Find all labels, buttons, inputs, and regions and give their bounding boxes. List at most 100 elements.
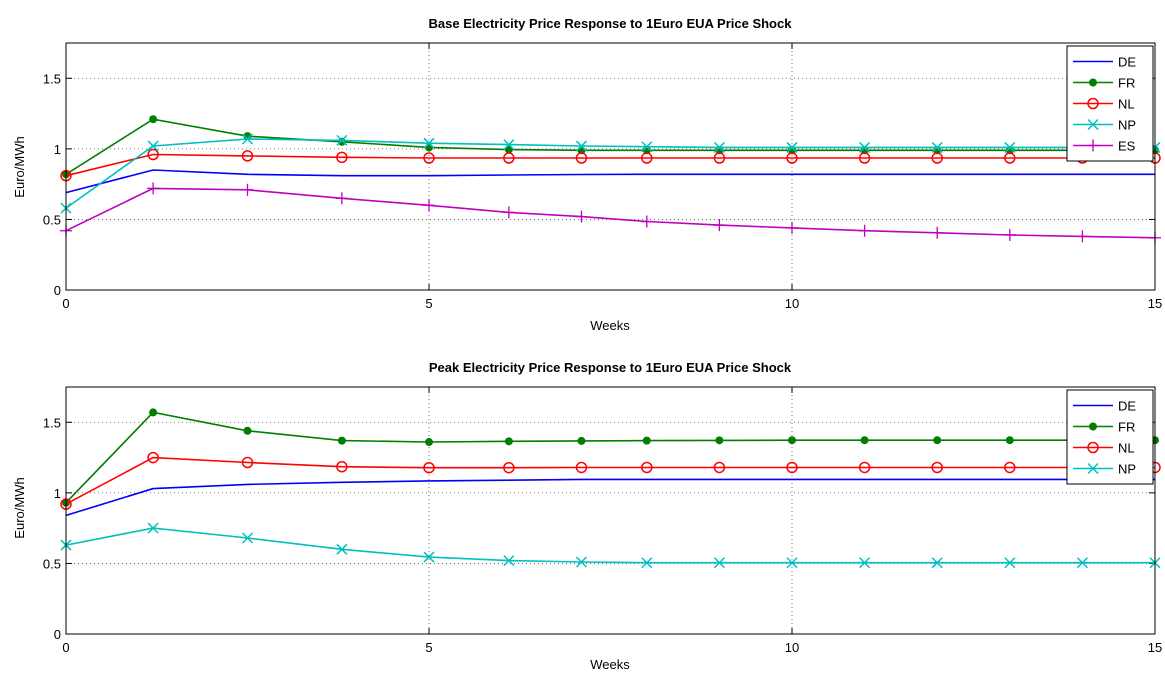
legend-label-np: NP [1118, 118, 1136, 133]
y-tick-label: 1 [54, 142, 61, 157]
data-point-np-stroke-b [1076, 557, 1088, 569]
x-tick-label: 10 [785, 296, 799, 311]
chart-panel-peak: Peak Electricity Price Response to 1Euro… [12, 360, 1162, 672]
data-point-np [1004, 141, 1016, 153]
data-point-es [713, 219, 726, 232]
data-point-fr [642, 436, 651, 445]
data-point-np-stroke-b [423, 137, 435, 149]
x-tick-label: 0 [62, 640, 69, 655]
data-point-np-stroke-b [147, 140, 159, 152]
legend-label-np: NP [1118, 462, 1136, 477]
data-point-np [1076, 557, 1088, 569]
data-point-np-stroke-b [786, 141, 798, 153]
series-nl [60, 148, 1161, 182]
data-point-es [640, 215, 653, 228]
data-point-np-stroke-b [641, 557, 653, 569]
series-de [65, 169, 1155, 194]
data-point-nl [931, 152, 943, 164]
data-point-np-stroke-b [1004, 557, 1016, 569]
x-tick-label: 0 [62, 296, 69, 311]
data-point-nl [931, 461, 943, 474]
data-point-nl [713, 152, 726, 164]
chart-panel-base: Base Electricity Price Response to 1Euro… [12, 16, 1162, 333]
y-tick-label: 0.5 [43, 556, 61, 571]
data-point-np-stroke-b [713, 557, 725, 569]
data-point-np [336, 543, 348, 555]
data-point-np [241, 532, 254, 544]
data-point-nl [1004, 152, 1016, 164]
data-point-np [423, 551, 435, 563]
data-point-np [641, 557, 653, 569]
legend: DE FR NL NP [1066, 389, 1154, 485]
plot-background [66, 387, 1155, 634]
data-point-nl [147, 148, 159, 161]
data-point-np [1004, 557, 1016, 569]
data-point-np [503, 555, 515, 567]
data-point-es [423, 199, 435, 212]
data-point-np-stroke-b [503, 139, 515, 151]
data-point-fr [1005, 436, 1014, 445]
data-point-np [641, 141, 653, 153]
data-point-np [931, 557, 943, 569]
data-point-fr [715, 436, 724, 445]
data-point-np [241, 133, 254, 145]
x-tick-label: 15 [1148, 640, 1162, 655]
legend-marker-np [1087, 462, 1099, 475]
data-point-es [241, 183, 254, 196]
legend-label-es: ES [1118, 139, 1136, 154]
series-de [65, 478, 1155, 517]
data-point-np-stroke-b [1004, 141, 1016, 153]
data-point-nl [423, 152, 435, 164]
legend-label-nl: NL [1118, 97, 1135, 112]
data-point-nl [641, 461, 653, 474]
data-point-nl [503, 461, 515, 474]
data-point-es [858, 224, 871, 237]
data-point-np [713, 141, 725, 153]
legend-marker-np-stroke-b [1087, 462, 1099, 475]
data-point-np [786, 141, 798, 153]
data-point-np [575, 140, 587, 152]
data-point-fr [788, 436, 796, 445]
data-point-np [713, 557, 725, 569]
data-point-np-stroke-b [503, 555, 515, 567]
legend-marker-np-stroke-b [1087, 118, 1099, 131]
series-line-de [65, 478, 1155, 517]
data-point-fr [504, 437, 513, 446]
data-point-fr [337, 436, 346, 445]
data-point-es [502, 206, 515, 219]
data-point-nl [241, 456, 254, 469]
data-point-np [423, 137, 435, 149]
data-point-nl [1004, 461, 1016, 474]
data-point-np-stroke-b [423, 551, 435, 563]
data-point-nl [713, 461, 726, 474]
y-tick-label: 0 [54, 283, 61, 298]
data-point-es [931, 226, 944, 239]
data-point-np-stroke-b [575, 556, 587, 568]
series-es [60, 182, 1161, 244]
series-line-de [65, 169, 1155, 194]
legend: DE FR NL NP ES [1066, 45, 1154, 162]
x-tick-label: 5 [425, 296, 432, 311]
axes-box [65, 386, 1156, 635]
data-point-nl [241, 150, 254, 162]
legend-label-de: DE [1118, 55, 1136, 70]
y-tick-label: 1.5 [43, 415, 61, 430]
y-tick-label: 1.5 [43, 71, 61, 86]
x-tick-label: 15 [1148, 296, 1162, 311]
data-point-np-stroke-b [241, 133, 254, 145]
data-point-np-stroke-b [859, 557, 871, 569]
data-point-fr [425, 438, 433, 447]
data-point-fr [149, 115, 158, 124]
data-point-np [931, 141, 943, 153]
plot-area: 0 5 10 15 0 0.5 1 1.5 DE FR NL NP ES [43, 42, 1162, 311]
data-point-nl [786, 461, 798, 474]
series-np [60, 522, 1161, 569]
data-point-np [786, 557, 798, 569]
plot-background [66, 43, 1155, 290]
data-point-es [147, 182, 160, 195]
data-point-fr [860, 436, 869, 445]
data-point-nl [641, 152, 653, 164]
data-point-np [859, 141, 871, 153]
legend-marker-np [1087, 118, 1099, 131]
